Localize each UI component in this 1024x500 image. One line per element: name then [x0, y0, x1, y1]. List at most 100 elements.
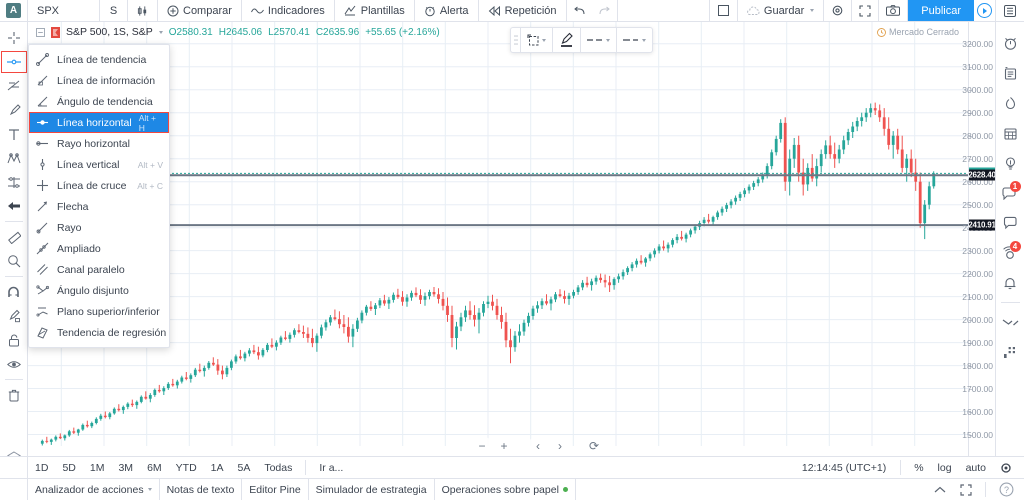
range-button-todas[interactable]: Todas	[257, 457, 299, 478]
notifications-button[interactable]	[996, 268, 1024, 298]
measure-tool[interactable]	[0, 225, 28, 249]
log-scale-button[interactable]: log	[931, 457, 959, 478]
replay-button[interactable]: Repetición	[479, 0, 567, 21]
crosshair-tool[interactable]	[0, 26, 28, 50]
tools-menu-item-8[interactable]: Rayo	[29, 217, 169, 238]
zoom-out-button[interactable]: −	[472, 436, 492, 456]
scroll-right-button[interactable]: ›	[550, 436, 570, 456]
auto-scale-button[interactable]: auto	[959, 457, 993, 478]
price-marker-badge-2[interactable]: 2410.91	[968, 219, 995, 231]
stock-screener-button[interactable]: Analizador de acciones	[28, 479, 160, 500]
redo-button[interactable]	[592, 0, 618, 21]
interval-button[interactable]: S	[100, 0, 128, 21]
line-width-button[interactable]	[616, 28, 652, 52]
tools-menu-item-3[interactable]: Línea horizontal Alt + H	[29, 112, 169, 133]
publish-button[interactable]: Publicar	[908, 0, 974, 21]
tools-menu-item-9[interactable]: Ampliado	[29, 238, 169, 259]
chat-public-button[interactable]: 1	[996, 178, 1024, 208]
scroll-left-button[interactable]: ‹	[528, 436, 548, 456]
goto-date-button[interactable]: Ir a...	[312, 457, 350, 478]
tools-menu-item-5[interactable]: Línea vertical Alt + V	[29, 154, 169, 175]
range-spacer	[350, 457, 794, 478]
tools-menu-item-4[interactable]: Rayo horizontal	[29, 133, 169, 154]
chart-settings-button[interactable]	[824, 0, 853, 21]
range-button-1m[interactable]: 1M	[83, 457, 112, 478]
hide-tool[interactable]	[0, 352, 28, 376]
tools-menu-item-0[interactable]: Línea de tendencia	[29, 49, 169, 70]
fullscreen-button[interactable]	[852, 0, 880, 21]
trend-line-tool[interactable]	[0, 50, 28, 74]
compare-button[interactable]: Comparar	[158, 0, 242, 21]
tools-menu-item-13[interactable]: Tendencia de regresión	[29, 322, 169, 343]
indicators-button[interactable]: Indicadores	[242, 0, 335, 21]
range-button-5d[interactable]: 5D	[55, 457, 82, 478]
magnet-tool[interactable]	[0, 280, 28, 304]
brush-tool[interactable]	[0, 98, 28, 122]
collapse-panel-button[interactable]	[927, 479, 953, 500]
pine-editor-button[interactable]: Editor Pine	[242, 479, 309, 500]
ideas-lamp-button[interactable]	[996, 148, 1024, 178]
layout-button[interactable]	[710, 0, 738, 21]
drawing-mode-tool[interactable]	[0, 304, 28, 328]
price-axis[interactable]: 3200.00 3100.00 3000.00 2900.00 2800.00 2700.…	[962, 22, 995, 463]
snapshot-button[interactable]	[879, 0, 909, 21]
data-window-button[interactable]	[996, 307, 1024, 337]
chart-plot[interactable]	[28, 22, 968, 463]
zoom-in-button[interactable]: +	[494, 436, 514, 456]
tools-menu-item-12[interactable]: Plano superior/inferior	[29, 301, 169, 322]
private-chat-button[interactable]	[996, 208, 1024, 238]
expand-panel-button[interactable]	[953, 479, 979, 500]
tools-menu-item-6[interactable]: Línea de cruce Alt + C	[29, 175, 169, 196]
tools-menu-item-2[interactable]: Ángulo de tendencia	[29, 91, 169, 112]
tools-menu-item-1[interactable]: Línea de información	[29, 70, 169, 91]
percent-scale-button[interactable]: %	[907, 457, 930, 478]
price-marker-badge-1[interactable]: 2628.40	[968, 169, 995, 181]
app-logo[interactable]: A	[0, 0, 28, 21]
zoom-tool[interactable]	[0, 249, 28, 273]
play-button[interactable]	[974, 0, 996, 21]
lock-tool[interactable]	[0, 328, 28, 352]
patterns-tool[interactable]	[0, 146, 28, 170]
help-button[interactable]: ?	[992, 479, 1024, 500]
forecast-tool[interactable]	[0, 170, 28, 194]
chart-type-button[interactable]	[128, 0, 158, 21]
range-button-6m[interactable]: 6M	[140, 457, 169, 478]
arrow-marker-tool[interactable]	[0, 194, 28, 218]
tools-menu-item-11[interactable]: Ángulo disjunto	[29, 280, 169, 301]
hotlist-button[interactable]	[996, 88, 1024, 118]
watchlist-button[interactable]	[996, 28, 1024, 58]
notes-button[interactable]	[996, 58, 1024, 88]
range-button-1d[interactable]: 1D	[28, 457, 55, 478]
save-button[interactable]: Guardar	[738, 0, 825, 21]
paper-trading-button[interactable]: Operaciones sobre papel	[435, 479, 576, 500]
tools-menu-item-10[interactable]: Canal paralelo	[29, 259, 169, 280]
alert-button[interactable]: Alerta	[415, 0, 479, 21]
scale-settings-button[interactable]	[993, 457, 1024, 478]
symbol-search-button[interactable]: SPX	[28, 0, 100, 21]
chart-area[interactable]: 3200.00 3100.00 3000.00 2900.00 2800.00 2700.…	[28, 22, 995, 478]
text-tool[interactable]	[0, 122, 28, 146]
range-button-3m[interactable]: 3M	[111, 457, 140, 478]
drawing-tools-menu[interactable]: Línea de tendencia Línea de información Án…	[28, 44, 170, 348]
calendar-button[interactable]	[996, 118, 1024, 148]
templates-button[interactable]: Plantillas	[335, 0, 415, 21]
drag-handle[interactable]	[511, 28, 520, 52]
range-button-5a[interactable]: 5A	[231, 457, 258, 478]
range-button-1a[interactable]: 1A	[204, 457, 231, 478]
strategy-tester-button[interactable]: Simulador de estrategia	[309, 479, 435, 500]
panels-spacer	[576, 479, 927, 500]
text-notes-button[interactable]: Notas de texto	[160, 479, 243, 500]
object-tree-button[interactable]	[996, 337, 1024, 367]
floating-drawing-toolbar[interactable]	[510, 27, 653, 53]
fib-tool[interactable]	[0, 74, 28, 98]
line-style-button[interactable]	[580, 28, 616, 52]
range-button-ytd[interactable]: YTD	[169, 457, 204, 478]
undo-button[interactable]	[567, 0, 592, 21]
remove-tool[interactable]	[0, 383, 28, 407]
reset-chart-button[interactable]: ⟳	[584, 436, 604, 456]
stream-button[interactable]: 4	[996, 238, 1024, 268]
template-button[interactable]	[520, 28, 552, 52]
tools-menu-item-7[interactable]: Flecha	[29, 196, 169, 217]
side-panel-button[interactable]	[996, 0, 1024, 21]
style-pencil-button[interactable]	[552, 28, 580, 52]
